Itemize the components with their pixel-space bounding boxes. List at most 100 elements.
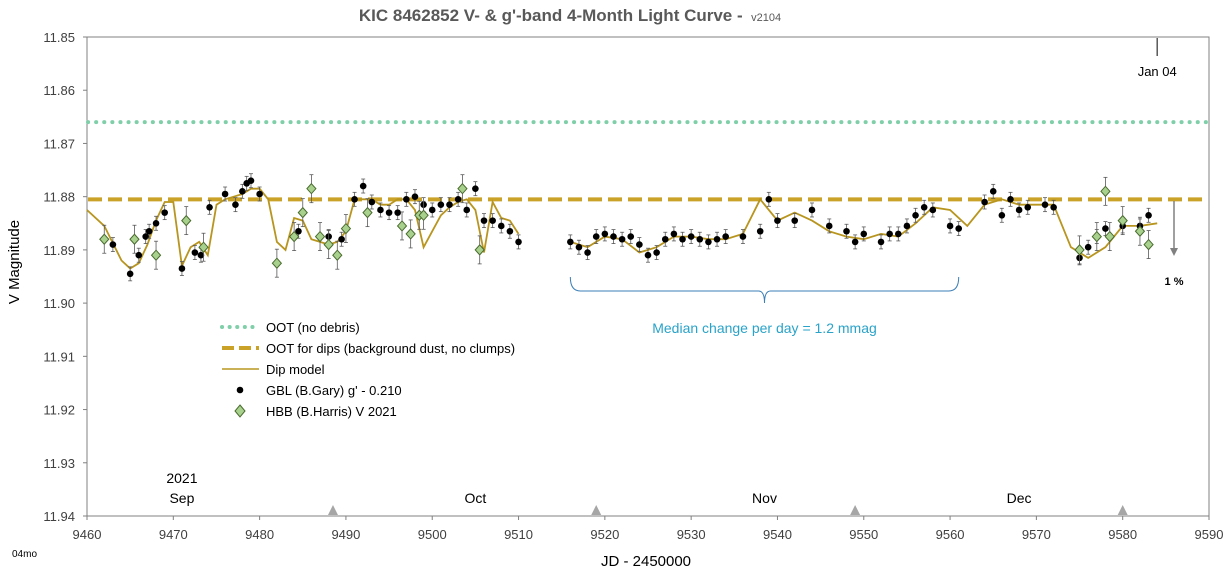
gbl-point (610, 233, 617, 240)
hbb-point (271, 257, 283, 269)
gbl-point (989, 188, 997, 195)
month-label: Nov (752, 490, 777, 506)
gbl-point (929, 206, 937, 214)
gbl-point (886, 230, 893, 238)
gbl-point (191, 249, 199, 256)
hbb-point (129, 233, 140, 245)
gbl-point (385, 209, 393, 216)
gbl-point (411, 193, 419, 200)
gbl-point (152, 219, 160, 227)
gbl-point (394, 209, 402, 216)
y-tick-label: 11.87 (43, 136, 75, 151)
gbl-point (197, 251, 205, 259)
x-axis-title: JD - 2450000 (601, 553, 691, 570)
y-tick-label: 11.91 (43, 349, 75, 364)
hbb-point (1143, 238, 1154, 251)
y-tick-label: 11.88 (43, 190, 75, 205)
x-tick-label: 9590 (1195, 527, 1224, 542)
scale-arrowhead (1170, 248, 1178, 256)
legend: OOT (no debris) OOT for dips (background… (220, 320, 515, 419)
gbl-point (877, 238, 885, 246)
percent-label: 1 % (1165, 276, 1184, 288)
legend-label-dip-model: Dip model (266, 362, 325, 377)
hbb-point (405, 228, 416, 240)
hbb-point (474, 244, 485, 256)
gbl-points (109, 173, 1152, 282)
hbb-points (99, 174, 1154, 278)
chart-title-version: v2104 (751, 12, 781, 24)
hbb-point (396, 220, 408, 232)
gbl-point (206, 204, 213, 211)
gbl-point (428, 206, 436, 214)
gbl-point (403, 196, 410, 203)
gbl-point (247, 177, 255, 184)
x-tick-label: 9520 (590, 527, 619, 542)
gbl-point (109, 241, 117, 248)
legend-label-oot-dips: OOT for dips (background dust, no clumps… (266, 341, 515, 356)
gbl-point (756, 227, 764, 235)
gbl-point (567, 238, 574, 246)
month-label: Dec (1007, 490, 1032, 506)
one-percent-scale (1170, 201, 1178, 256)
y-tick-label: 11.86 (43, 83, 75, 98)
legend-swatch-hbb (234, 404, 246, 418)
x-tick-label: 9500 (418, 527, 447, 542)
hbb-point (340, 222, 352, 235)
x-tick-label: 9580 (1108, 527, 1137, 542)
gbl-point (256, 190, 263, 198)
corner-label: 04mo (12, 549, 37, 560)
y-tick-label: 11.85 (43, 30, 75, 45)
gbl-point (575, 243, 583, 251)
gbl-point (618, 235, 626, 243)
hbb-point (332, 249, 343, 261)
gbl-point (351, 196, 358, 203)
y-tick-labels: 11.85 11.86 11.87 11.88 11.89 11.90 11.91 11.92… (43, 30, 87, 524)
gbl-point (221, 190, 229, 198)
gbl-point (851, 238, 859, 246)
gbl-point (670, 230, 678, 238)
gbl-point (765, 196, 773, 203)
hbb-point (457, 182, 468, 195)
month-label: Oct (464, 490, 486, 506)
gbl-point (506, 227, 514, 235)
gbl-point (860, 230, 868, 238)
gbl-point (178, 265, 186, 272)
y-axis-title: V Magnitude (6, 220, 23, 304)
gbl-point (584, 249, 591, 256)
gbl-point (920, 204, 928, 211)
y-tick-label: 11.89 (43, 243, 75, 258)
legend-label-oot: OOT (no debris) (266, 320, 360, 335)
hbb-point (1104, 230, 1115, 243)
x-tick-label: 9540 (763, 527, 792, 542)
hbb-point (323, 238, 334, 251)
month-marker (327, 505, 338, 515)
gbl-point (1145, 211, 1152, 219)
gbl-point (592, 233, 600, 240)
hbb-point (306, 182, 317, 195)
x-tick-label: 9530 (677, 527, 706, 542)
legend-label-hbb: HBB (B.Harris) V 2021 (266, 404, 397, 419)
y-tick-label: 11.93 (43, 456, 75, 471)
hbb-point (1100, 185, 1111, 198)
hbb-point (99, 233, 110, 245)
chart-title-main: KIC 8462852 V- & g'-band 4-Month Light C… (359, 6, 743, 25)
month-label: 2021 (166, 470, 197, 486)
hbb-point (314, 230, 326, 243)
gbl-point (454, 196, 462, 203)
gbl-point (377, 206, 384, 214)
month-label: Sep (169, 490, 194, 506)
gbl-point (295, 227, 302, 235)
gbl-point (1102, 225, 1109, 232)
gbl-point (1015, 206, 1023, 214)
hbb-point (1074, 244, 1085, 256)
gbl-point (644, 251, 652, 259)
gbl-point (739, 233, 747, 240)
gbl-point (1041, 201, 1049, 208)
gbl-point (627, 233, 635, 240)
legend-label-gbl: GBL (B.Gary) g' - 0.210 (266, 383, 402, 398)
gbl-point (912, 211, 919, 219)
gbl-point (463, 206, 471, 214)
reference-lines (86, 120, 1210, 202)
chart-title: KIC 8462852 V- & g'-band 4-Month Light C… (359, 6, 781, 25)
hbb-point (150, 249, 162, 261)
